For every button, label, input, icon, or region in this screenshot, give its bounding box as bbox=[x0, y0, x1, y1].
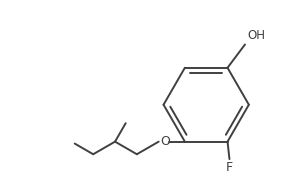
Text: O: O bbox=[161, 135, 170, 148]
Text: F: F bbox=[226, 161, 233, 174]
Text: OH: OH bbox=[247, 29, 265, 42]
